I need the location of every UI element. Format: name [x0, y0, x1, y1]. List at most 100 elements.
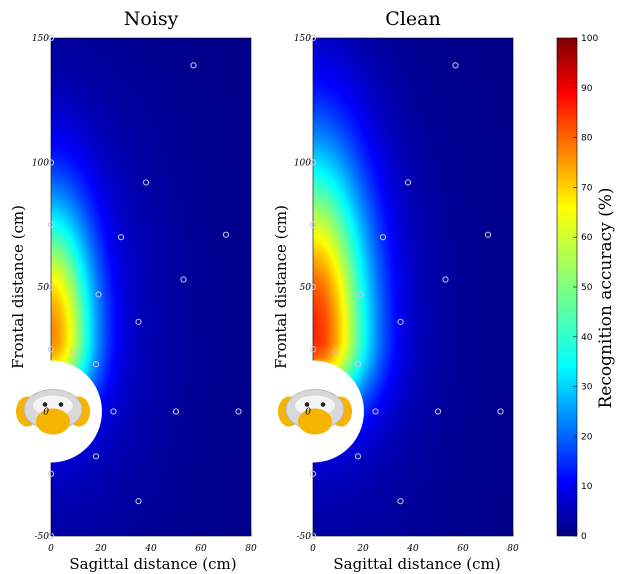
measurement-point: [354, 361, 362, 368]
robot-eye-right: [58, 402, 64, 407]
measurement-point: [92, 453, 100, 460]
measurement-point: [47, 470, 55, 477]
x-tick-labels: 0 20 40 60 80: [48, 532, 257, 554]
measurement-point: [47, 346, 55, 353]
measurement-point: [309, 283, 317, 291]
x-tick-label: 0: [310, 544, 316, 554]
x-axis-label: Sagittal distance (cm): [333, 555, 500, 573]
robot-face-plate: [33, 395, 73, 416]
robot-chin: [36, 408, 70, 435]
y-tick-label: 150: [294, 34, 311, 44]
colorbar: 0 10 20 30 40 50 60 70 80 90 100 Recognition accur…: [556, 34, 616, 542]
y-tick-label: 50: [38, 283, 50, 293]
colorbar-tick-label: 20: [581, 432, 593, 442]
colorbar-ticks: 0 10 20 30 40 50 60 70 80 90 100: [573, 34, 598, 542]
y-tick-label: 0: [305, 408, 311, 418]
y-tick-label: 100: [32, 159, 49, 169]
y-tick-label: -50: [35, 532, 50, 542]
panel-title: Clean: [385, 8, 440, 30]
x-tick-label: 20: [94, 544, 107, 554]
measurement-point: [309, 159, 317, 166]
measurement-point: [372, 408, 379, 415]
robot-face-plate: [295, 395, 335, 416]
y-tick-label: 100: [294, 159, 311, 169]
y-tick-label: 0: [43, 408, 49, 418]
x-tick-label: 20: [356, 544, 369, 554]
x-tick-label: 80: [245, 544, 257, 554]
measurement-point: [497, 408, 504, 415]
measurement-point: [222, 231, 230, 238]
measurement-point: [142, 179, 150, 186]
x-tick-labels: 0 20 40 60 80: [310, 532, 519, 554]
measurement-point: [95, 291, 102, 298]
y-axis-label: Frontal distance (cm): [272, 205, 290, 369]
measurement-point: [135, 318, 142, 325]
colorbar-tick-label: 30: [581, 383, 593, 393]
measurement-point: [379, 234, 387, 241]
measurement-point: [135, 498, 142, 505]
y-tick-label: 150: [32, 34, 49, 44]
colorbar-tick-label: 10: [581, 482, 593, 492]
heatmap-field: [51, 38, 251, 536]
measurement-point: [47, 159, 55, 166]
x-axis-label: Sagittal distance (cm): [69, 555, 236, 573]
measurement-point: [397, 498, 404, 505]
x-tick-label: 60: [457, 544, 469, 554]
colorbar-tick-label: 60: [581, 233, 593, 243]
robot-head: [16, 360, 102, 463]
x-tick-label: 80: [507, 544, 519, 554]
robot-head: [278, 360, 364, 463]
measurement-point: [110, 408, 117, 415]
measurement-point: [92, 361, 100, 368]
robot-eye-left: [42, 402, 48, 407]
x-tick-label: 0: [48, 544, 54, 554]
measurement-point: [309, 346, 317, 353]
measurement-point: [117, 234, 125, 241]
colorbar-tick-label: 40: [581, 333, 593, 343]
colorbar-tick-label: 80: [581, 134, 593, 144]
heatmap-panel-noisy: Noisy 0 20 40 60 80 -50 0 50 100 150 Sagittal di…: [9, 8, 257, 573]
colorbar-label: Recognition accuracy (%): [596, 187, 616, 408]
colorbar-tick-label: 0: [581, 532, 587, 542]
colorbar-tick-label: 100: [581, 34, 598, 44]
measurement-point: [47, 283, 55, 291]
panel-title: Noisy: [124, 8, 179, 30]
measurement-point: [332, 348, 339, 355]
robot-eye-left: [304, 402, 310, 407]
colorbar-tick-label: 90: [581, 84, 593, 94]
measurement-points: [309, 34, 504, 540]
measurement-point: [172, 408, 180, 415]
measurement-point: [397, 318, 404, 325]
y-axis-label: Frontal distance (cm): [9, 205, 27, 369]
x-tick-label: 60: [195, 544, 207, 554]
measurement-point: [404, 179, 412, 186]
measurement-point: [309, 34, 317, 42]
colorbar-tick-label: 70: [581, 183, 593, 193]
measurement-point: [47, 221, 55, 228]
x-tick-label: 40: [406, 544, 419, 554]
measurement-point: [235, 408, 242, 415]
heatmap-field: [313, 38, 513, 536]
measurement-point: [442, 276, 449, 283]
measurement-point: [354, 453, 362, 460]
robot-eye-right: [320, 402, 326, 407]
y-tick-label: 50: [300, 283, 312, 293]
x-tick-label: 40: [144, 544, 157, 554]
heatmap-panel-clean: Clean 0 20 40 60 80 -50 0 50 100 150 Sagittal di…: [272, 8, 519, 573]
robot-chin: [298, 408, 332, 435]
measurement-point: [484, 231, 492, 238]
measurement-point: [180, 276, 187, 283]
measurement-point: [70, 348, 77, 355]
y-tick-labels: -50 0 50 100 150: [32, 34, 49, 542]
measurement-point: [309, 470, 317, 477]
measurement-point: [47, 34, 55, 42]
measurement-point: [452, 62, 459, 69]
colorbar-tick-label: 50: [581, 283, 593, 293]
measurement-point: [434, 408, 442, 415]
measurement-point: [309, 221, 317, 228]
measurement-point: [357, 291, 364, 298]
y-tick-label: -50: [297, 532, 312, 542]
y-tick-labels: -50 0 50 100 150: [294, 34, 311, 542]
measurement-point: [190, 62, 197, 69]
